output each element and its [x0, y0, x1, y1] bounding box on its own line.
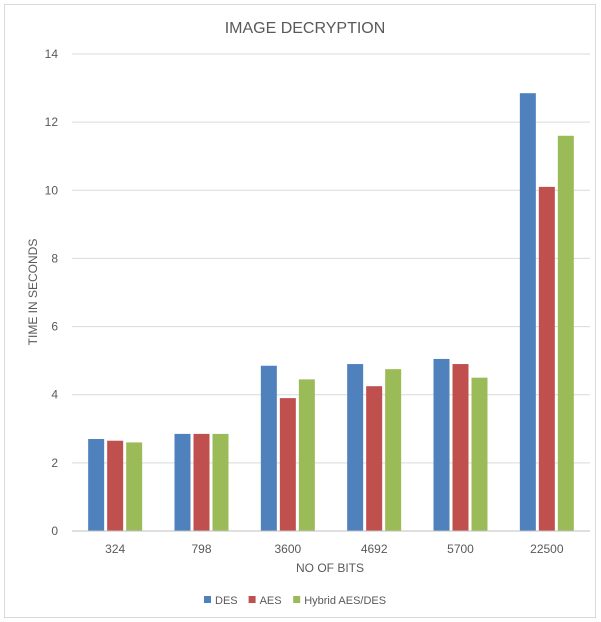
- bar-hybrid-aes-des-5700: [471, 377, 488, 531]
- y-axis-title: TIME IN SECONDS: [26, 239, 40, 346]
- legend-label: Hybrid AES/DES: [304, 595, 386, 607]
- bar-hybrid-aes-des-3600: [298, 379, 315, 531]
- y-tick-label: 0: [51, 524, 58, 538]
- bar-des-5700: [433, 358, 450, 531]
- y-tick-label: 2: [51, 456, 58, 470]
- legend-swatch-hybrid-aes-des: [293, 596, 301, 603]
- y-tick-label: 4: [51, 388, 58, 402]
- x-axis-title: NO OF BITS: [296, 561, 364, 575]
- bar-des-3600: [260, 365, 277, 531]
- bar-aes-22500: [538, 186, 555, 531]
- gridlines: [72, 53, 590, 464]
- chart-title: IMAGE DECRYPTION: [225, 20, 386, 37]
- legend-swatch-des: [204, 596, 211, 603]
- legend-swatch-aes: [248, 596, 256, 603]
- y-tick-label: 14: [45, 47, 59, 61]
- x-tick-label: 3600: [274, 542, 301, 556]
- bar-hybrid-aes-des-4692: [385, 369, 402, 531]
- bar-aes-3600: [279, 398, 296, 531]
- y-tick-label: 12: [45, 115, 59, 129]
- bar-aes-798: [193, 433, 210, 531]
- bar-hybrid-aes-des-22500: [557, 135, 574, 531]
- legend: DES AES Hybrid AES/DES: [204, 595, 386, 607]
- bar-des-22500: [519, 93, 536, 532]
- bar-aes-4692: [366, 386, 383, 531]
- bar-des-324: [88, 439, 105, 531]
- y-tick-label: 8: [51, 251, 58, 265]
- x-tick-label: 798: [191, 542, 211, 556]
- axes: 0 2 4 6 8 10 12 14 324 798 3600 4692 5700 22500: [45, 47, 590, 556]
- x-tick-label: 324: [105, 542, 125, 556]
- x-tick-label: 22500: [530, 542, 564, 556]
- bar-des-798: [174, 433, 191, 531]
- x-tick-label: 5700: [447, 542, 474, 556]
- bar-des-4692: [347, 364, 364, 531]
- x-tick-label: 4692: [361, 542, 388, 556]
- bar-aes-5700: [452, 364, 469, 531]
- bar-hybrid-aes-des-324: [126, 442, 143, 531]
- bar-aes-324: [107, 440, 124, 531]
- bars: [88, 93, 574, 532]
- legend-label: DES: [215, 595, 238, 607]
- legend-label: AES: [260, 595, 282, 607]
- bar-hybrid-aes-des-798: [212, 433, 229, 531]
- y-tick-label: 10: [45, 183, 59, 197]
- y-tick-label: 6: [51, 320, 58, 334]
